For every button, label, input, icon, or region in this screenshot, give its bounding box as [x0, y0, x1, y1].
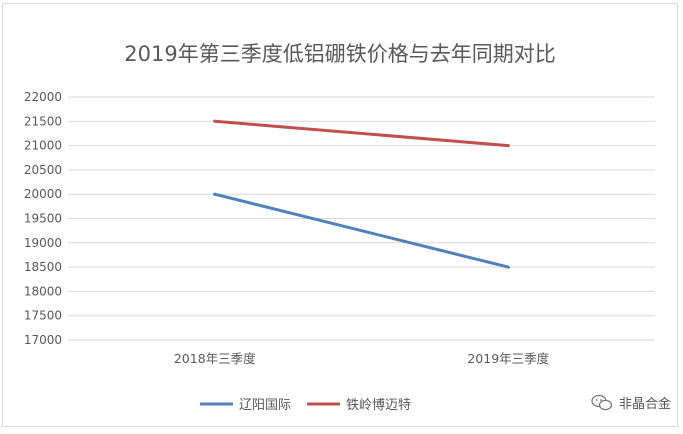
chart-frame [2, 3, 678, 427]
watermark: 非晶合金 [591, 393, 671, 412]
y-tick-label: 20500 [24, 163, 62, 177]
y-tick-label: 20000 [24, 187, 62, 201]
y-tick-label: 18500 [24, 260, 62, 274]
series-line-2 [213, 119, 510, 148]
gridlines [68, 96, 655, 341]
series-line-1 [213, 192, 510, 269]
y-tick-label: 21000 [24, 139, 62, 153]
y-tick-label: 19000 [24, 236, 62, 250]
watermark-text: 非晶合金 [618, 397, 671, 412]
y-tick-label: 18000 [24, 284, 62, 298]
y-tick-label: 17500 [24, 309, 62, 323]
y-tick-label: 21500 [24, 114, 62, 128]
x-axis-categories: 2018年三季度 2019年三季度 [174, 351, 550, 366]
y-tick-label: 22000 [24, 90, 62, 104]
series-lines [213, 119, 510, 269]
legend: 辽阳国际 铁岭博迈特 [200, 398, 411, 413]
legend-label-1: 辽阳国际 [239, 398, 291, 413]
x-category-label: 2019年三季度 [467, 351, 549, 366]
series-2-point [506, 144, 510, 148]
y-tick-label: 17000 [24, 333, 62, 347]
series-1-point [213, 192, 217, 196]
wechat-icon [591, 394, 613, 412]
chart-title: 2019年第三季度低铝硼铁价格与去年同期对比 [124, 42, 555, 66]
y-tick-label: 19500 [24, 212, 62, 226]
legend-label-2: 铁岭博迈特 [346, 398, 411, 413]
series-1-point [506, 265, 510, 269]
x-category-label: 2018年三季度 [174, 351, 256, 366]
series-2-point [213, 119, 217, 123]
y-axis-ticks: 17000 17500 18000 18500 19000 19500 20000 20500… [24, 90, 62, 347]
